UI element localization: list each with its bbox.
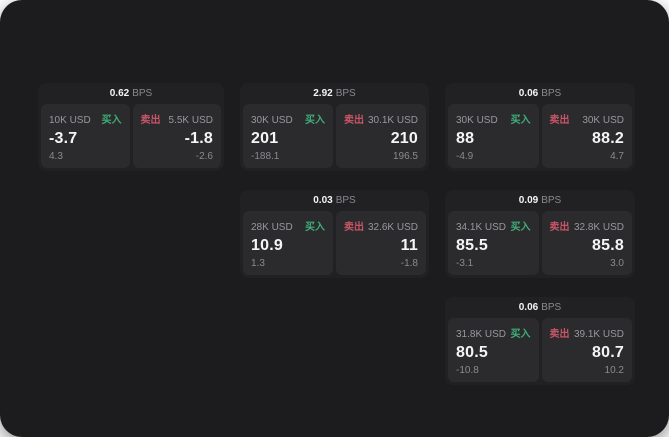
sell-side-label: 卖出: [344, 222, 364, 233]
sell-cell[interactable]: 卖出 30.1K USD 210 196.5: [336, 104, 426, 168]
sell-cell[interactable]: 卖出 32.6K USD 11 -1.8: [336, 211, 426, 275]
sell-price: -1.8: [184, 129, 213, 147]
buy-cell[interactable]: 31.8K USD 买入 80.5 -10.8: [448, 318, 539, 382]
buy-amount: 31.8K USD: [456, 329, 507, 340]
sell-change: 4.7: [610, 151, 624, 162]
buy-change: -10.8: [456, 365, 479, 376]
spread-bps-value: 0.62: [109, 88, 130, 99]
sell-amount: 32.6K USD: [367, 222, 418, 233]
buy-amount: 34.1K USD: [456, 222, 507, 233]
buy-cell[interactable]: 28K USD 买入 10.9 1.3: [243, 211, 333, 275]
buy-price: 80.5: [456, 343, 488, 361]
spread-header: 2.92 BPS: [240, 83, 429, 104]
buy-change: 4.3: [49, 151, 63, 162]
buy-side-label: 买入: [510, 115, 531, 126]
bps-unit-label: BPS: [335, 195, 356, 206]
spread-bps-value: 0.06: [518, 302, 539, 313]
sell-amount: 30.1K USD: [367, 115, 418, 126]
quote-card: 0.06 BPS 31.8K USD 买入 80.5 -10.8 卖出 39.1K…: [445, 297, 635, 385]
buy-amount: 28K USD: [251, 222, 293, 233]
buy-amount: 10K USD: [49, 115, 91, 126]
spread-bps-value: 2.92: [313, 88, 333, 99]
buy-cell[interactable]: 10K USD 买入 -3.7 4.3: [41, 104, 130, 168]
spread-bps-value: 0.06: [518, 88, 539, 99]
sell-side-label: 卖出: [344, 115, 364, 126]
quote-card: 0.09 BPS 34.1K USD 买入 85.5 -3.1 卖出 32.8K …: [445, 190, 635, 278]
sell-cell[interactable]: 卖出 39.1K USD 80.7 10.2: [541, 318, 632, 382]
buy-price: -3.7: [49, 129, 78, 147]
bps-unit-label: BPS: [541, 195, 562, 206]
buy-cell[interactable]: 34.1K USD 买入 85.5 -3.1: [448, 211, 539, 275]
buy-side-label: 买入: [510, 329, 531, 340]
sell-cell[interactable]: 卖出 30K USD 88.2 4.7: [541, 104, 632, 168]
quote-cells: 28K USD 买入 10.9 1.3 卖出 32.6K USD 11 -1.8: [240, 211, 429, 278]
sell-price: 11: [400, 236, 418, 254]
sell-change: 3.0: [610, 258, 624, 269]
quote-cells: 34.1K USD 买入 85.5 -3.1 卖出 32.8K USD 85.8…: [445, 211, 635, 278]
quote-cells: 30K USD 买入 201 -188.1 卖出 30.1K USD 210 1…: [240, 104, 429, 171]
sell-side-label: 卖出: [140, 115, 161, 126]
sell-price: 85.8: [592, 236, 624, 254]
sell-price: 210: [390, 129, 418, 147]
sell-amount: 5.5K USD: [168, 115, 213, 126]
quote-cells: 10K USD 买入 -3.7 4.3 卖出 5.5K USD -1.8 -2.…: [38, 104, 224, 171]
sell-cell[interactable]: 卖出 5.5K USD -1.8 -2.6: [132, 104, 221, 168]
buy-price: 10.9: [251, 236, 283, 254]
sell-price: 80.7: [592, 343, 624, 361]
bps-unit-label: BPS: [541, 302, 562, 313]
buy-change: 1.3: [251, 258, 265, 269]
spread-header: 0.06 BPS: [445, 297, 635, 318]
buy-amount: 30K USD: [456, 115, 498, 126]
buy-change: -3.1: [456, 258, 474, 269]
sell-side-label: 卖出: [549, 115, 570, 126]
sell-change: -1.8: [400, 258, 418, 269]
quote-card: 0.06 BPS 30K USD 买入 88 -4.9 卖出 30K USD 88…: [445, 83, 635, 171]
buy-cell[interactable]: 30K USD 买入 201 -188.1: [243, 104, 333, 168]
buy-price: 88: [456, 129, 475, 147]
buy-side-label: 买入: [101, 115, 122, 126]
sell-change: 10.2: [604, 365, 624, 376]
quote-card: 0.03 BPS 28K USD 买入 10.9 1.3 卖出 32.6K USD…: [240, 190, 429, 278]
spread-header: 0.62 BPS: [38, 83, 224, 104]
bps-unit-label: BPS: [132, 88, 153, 99]
sell-amount: 30K USD: [582, 115, 624, 126]
quote-cells: 31.8K USD 买入 80.5 -10.8 卖出 39.1K USD 80.…: [445, 318, 635, 385]
quote-cells: 30K USD 买入 88 -4.9 卖出 30K USD 88.2 4.7: [445, 104, 635, 171]
sell-amount: 39.1K USD: [573, 329, 624, 340]
sell-price: 88.2: [592, 129, 624, 147]
quote-card: 2.92 BPS 30K USD 买入 201 -188.1 卖出 30.1K U…: [240, 83, 429, 171]
sell-side-label: 卖出: [549, 329, 570, 340]
buy-side-label: 买入: [510, 222, 531, 233]
spread-bps-value: 0.09: [518, 195, 539, 206]
sell-amount: 32.8K USD: [573, 222, 624, 233]
buy-side-label: 买入: [305, 115, 325, 126]
buy-cell[interactable]: 30K USD 买入 88 -4.9: [448, 104, 539, 168]
bps-unit-label: BPS: [541, 88, 562, 99]
spread-header: 0.09 BPS: [445, 190, 635, 211]
buy-change: -188.1: [251, 151, 280, 162]
spread-bps-value: 0.03: [313, 195, 333, 206]
sell-change: 196.5: [392, 151, 418, 162]
quote-card: 0.62 BPS 10K USD 买入 -3.7 4.3 卖出 5.5K USD …: [38, 83, 224, 171]
cards-grid: 0.62 BPS 10K USD 买入 -3.7 4.3 卖出 5.5K USD …: [38, 83, 635, 385]
spread-header: 0.03 BPS: [240, 190, 429, 211]
sell-change: -2.6: [195, 151, 213, 162]
bps-unit-label: BPS: [335, 88, 356, 99]
buy-amount: 30K USD: [251, 115, 293, 126]
spread-header: 0.06 BPS: [445, 83, 635, 104]
buy-side-label: 买入: [305, 222, 325, 233]
buy-price: 85.5: [456, 236, 488, 254]
sell-cell[interactable]: 卖出 32.8K USD 85.8 3.0: [541, 211, 632, 275]
buy-change: -4.9: [456, 151, 474, 162]
buy-price: 201: [251, 129, 279, 147]
sell-side-label: 卖出: [549, 222, 570, 233]
